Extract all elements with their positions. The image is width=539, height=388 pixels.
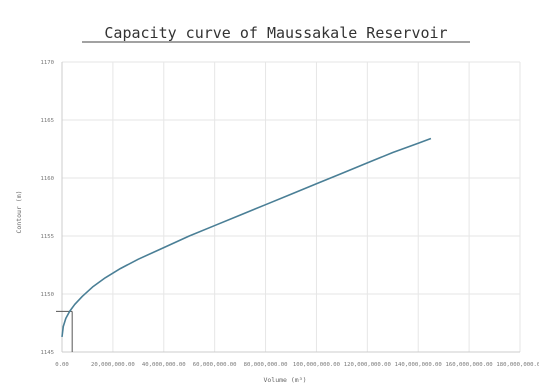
x-axis-label: Volume (m³) <box>263 376 306 384</box>
x-tick-label: 120,000,000.00 <box>344 362 391 368</box>
y-tick-label: 1165 <box>41 118 54 124</box>
y-tick-label: 1150 <box>41 292 54 298</box>
y-tick-label: 1160 <box>41 176 54 182</box>
y-tick-label: 1145 <box>41 350 54 356</box>
series-line <box>61 137 432 338</box>
chart-title: Capacity curve of Maussakale Reservoir <box>104 24 447 42</box>
x-tick-label: 140,000,000.00 <box>395 362 442 368</box>
x-tick-label: 180,000,000.00 <box>496 362 539 368</box>
x-tick-label: 20,000,000.00 <box>91 362 135 368</box>
x-tick-label: 40,000,000.00 <box>142 362 186 368</box>
y-tick-label: 1155 <box>41 234 54 240</box>
plot-area: 0.00 20,000,000.00 40,000,000.00 60,000,000… <box>41 60 539 368</box>
x-tick-label: 60,000,000.00 <box>193 362 237 368</box>
x-tick-label: 100,000,000.00 <box>293 362 340 368</box>
y-tick-label: 1170 <box>41 60 54 66</box>
x-tick-label: 160,000,000.00 <box>446 362 493 368</box>
x-tick-label: 0.00 <box>55 362 68 368</box>
y-axis-label: Contour (m) <box>15 190 23 233</box>
x-tick-label: 80,000,000.00 <box>244 362 288 368</box>
